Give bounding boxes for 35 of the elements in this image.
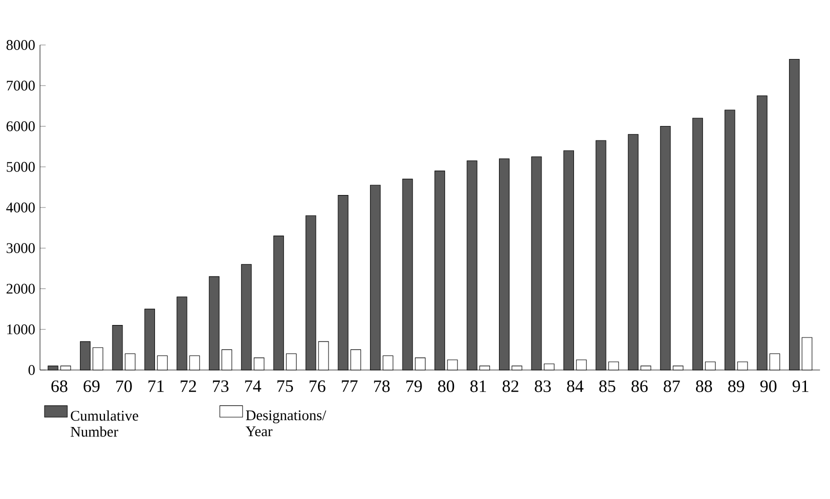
- x-tick-label: 85: [599, 380, 616, 392]
- x-tick-label: 82: [502, 380, 518, 392]
- x-tick-label: 68: [51, 380, 68, 392]
- x-tick-label: 78: [374, 380, 390, 392]
- x-tick-label: 76: [310, 380, 326, 392]
- x-tick-label: 72: [180, 380, 196, 392]
- legend-label: Designations/ Year: [246, 410, 326, 436]
- x-tick-label: 86: [632, 380, 648, 392]
- x-tick-label: 79: [406, 380, 422, 392]
- x-tick-label: 83: [534, 380, 551, 392]
- x-tick-label: 74: [245, 380, 262, 392]
- y-tick-label: 7000: [6, 80, 35, 91]
- y-tick-label: 6000: [6, 121, 35, 132]
- x-tick-label: 80: [438, 380, 454, 392]
- x-tick-label: 71: [148, 380, 164, 392]
- y-tick-label: 3000: [6, 243, 35, 254]
- x-tick-label: 84: [567, 380, 584, 392]
- y-tick-label: 5000: [6, 162, 35, 172]
- legend-label: Cumulative Number: [70, 410, 138, 437]
- x-tick-label: 81: [470, 380, 486, 392]
- y-tick-label: 2000: [6, 284, 35, 294]
- x-tick-label: 91: [792, 380, 808, 392]
- x-tick-label: 73: [212, 380, 228, 392]
- y-tick-label: 4000: [6, 202, 35, 212]
- x-tick-label: 69: [84, 380, 100, 392]
- x-tick-label: 88: [696, 380, 712, 392]
- y-tick-label: 0: [28, 365, 35, 375]
- x-tick-label: 87: [664, 380, 680, 392]
- x-tick-label: 70: [116, 380, 132, 392]
- x-tick-label: 89: [728, 380, 744, 392]
- y-tick-label: 1000: [7, 324, 35, 334]
- x-tick-label: 90: [760, 380, 776, 392]
- x-tick-label: 75: [277, 380, 293, 392]
- y-tick-label: 8000: [6, 40, 35, 50]
- x-tick-label: 77: [342, 380, 358, 392]
